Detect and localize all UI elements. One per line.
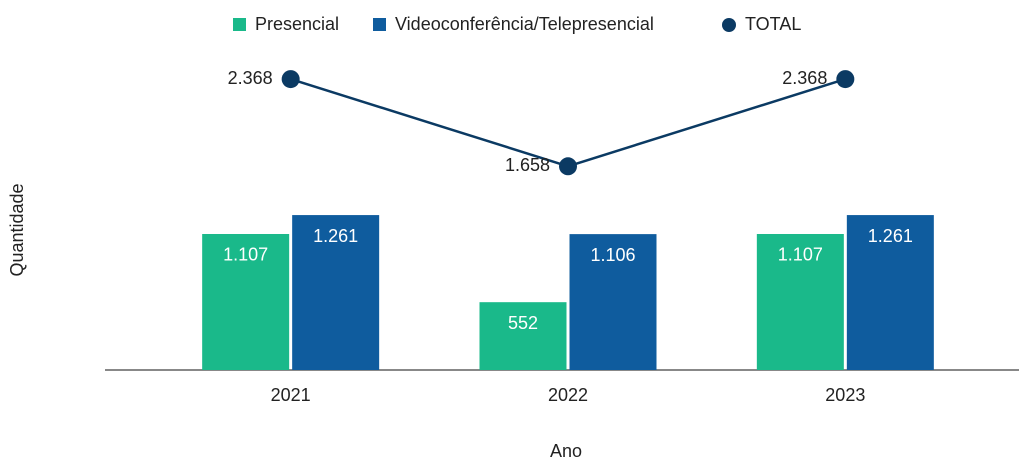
line-value-label: 1.658 [505,155,550,175]
line-point [559,157,577,176]
bar-value-label: 1.107 [223,245,268,265]
legend-label: Presencial [255,14,339,34]
line-value-label: 2.368 [782,68,827,88]
line-point [836,70,855,89]
line [290,77,846,168]
bar-value-label: 1.106 [590,245,635,265]
bar [479,302,567,370]
bar [292,215,380,370]
legend-marker [722,18,736,32]
line-point [281,70,300,89]
bar [846,215,934,370]
bar [202,233,290,370]
legend-label: Videoconferência/Telepresencial [395,14,654,34]
bar [569,234,657,370]
bar-value-label: 1.261 [868,226,913,246]
legend-marker [233,18,246,31]
bar-value-label: 1.261 [313,226,358,246]
line-value-label: 2.368 [228,68,273,88]
bar-value-label: 1.107 [778,245,823,265]
legend-label: TOTAL [745,14,801,34]
x-tick-label: 2022 [548,385,588,405]
bar [756,233,844,370]
legend-marker [373,18,386,31]
bar-value-label: 552 [508,313,538,333]
x-tick-label: 2021 [271,385,311,405]
x-tick-label: 2023 [825,385,865,405]
y-axis-label: Quantidade [7,183,27,276]
x-axis-label: Ano [550,441,582,459]
